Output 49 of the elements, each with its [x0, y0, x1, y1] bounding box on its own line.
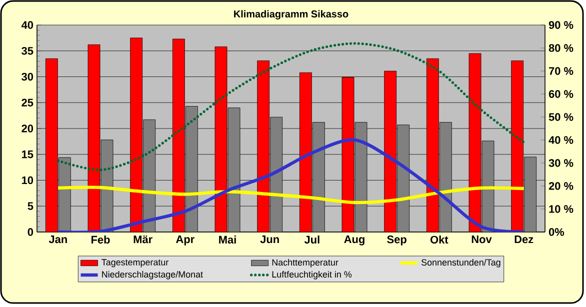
y2-tick-label: 20 %	[548, 182, 574, 190]
y2-tick-label: 40 %	[548, 136, 574, 144]
y2-tick-label: 10 %	[549, 205, 574, 213]
y-tick-label: 0	[28, 228, 34, 236]
y-tick-label: 35	[22, 46, 34, 55]
y2-tick-label: 60 %	[548, 90, 574, 98]
bar	[524, 156, 537, 232]
bar	[426, 58, 439, 232]
x-tick-label: Jan	[48, 236, 67, 244]
legend-label: Luftfeuchtigkeit in %	[272, 270, 352, 280]
legend-label: Nachttemperatur	[272, 258, 338, 268]
x-tick-label: Nov	[472, 236, 492, 244]
bar	[511, 60, 524, 232]
x-tick-label: Okt	[430, 236, 448, 244]
line-series	[56, 138, 526, 232]
legend-label: Niederschlagstage/Monat	[102, 270, 203, 280]
bar	[299, 72, 312, 232]
y-tick-label: 10	[22, 176, 34, 184]
x-tick-label: Mai	[219, 236, 236, 244]
bar	[45, 58, 58, 232]
y-tick-label: 15	[22, 150, 34, 158]
y-tick-label: 25	[22, 98, 34, 107]
x-tick-label: Mär	[134, 236, 152, 244]
y2-tick-label: 90 %	[548, 21, 574, 29]
y2-tick-label: 80 %	[548, 44, 574, 52]
x-tick-label: Feb	[91, 236, 110, 244]
y-tick-label: 5	[28, 202, 34, 210]
y-tick-label: 30	[22, 72, 34, 81]
y2-tick-label: 70 %	[548, 67, 574, 75]
y2-tick-label: 0%	[548, 228, 564, 236]
bar	[130, 38, 143, 232]
x-tick-label: Sep	[387, 236, 406, 246]
x-tick-label: Jun	[260, 236, 279, 244]
legend-label: Tagestemperatur	[102, 259, 169, 268]
x-tick-label: Dez	[514, 236, 534, 244]
y-tick-label: 40	[21, 21, 34, 29]
line-series	[56, 42, 526, 172]
bar	[172, 38, 185, 232]
chart-title: Klimadiagramm Sikasso	[234, 10, 348, 20]
y2-tick-label: 50 %	[548, 113, 574, 121]
bar	[384, 70, 397, 232]
line-series	[56, 186, 526, 204]
y-tick-label: 20	[22, 124, 34, 132]
y2-tick-label: 30 %	[548, 159, 574, 167]
x-tick-label: Apr	[176, 236, 194, 246]
x-tick-label: Jul	[304, 236, 320, 244]
x-tick-label: Aug	[344, 236, 364, 246]
bar	[257, 60, 270, 232]
legend-label: Sonnenstunden/Tag	[421, 258, 500, 268]
